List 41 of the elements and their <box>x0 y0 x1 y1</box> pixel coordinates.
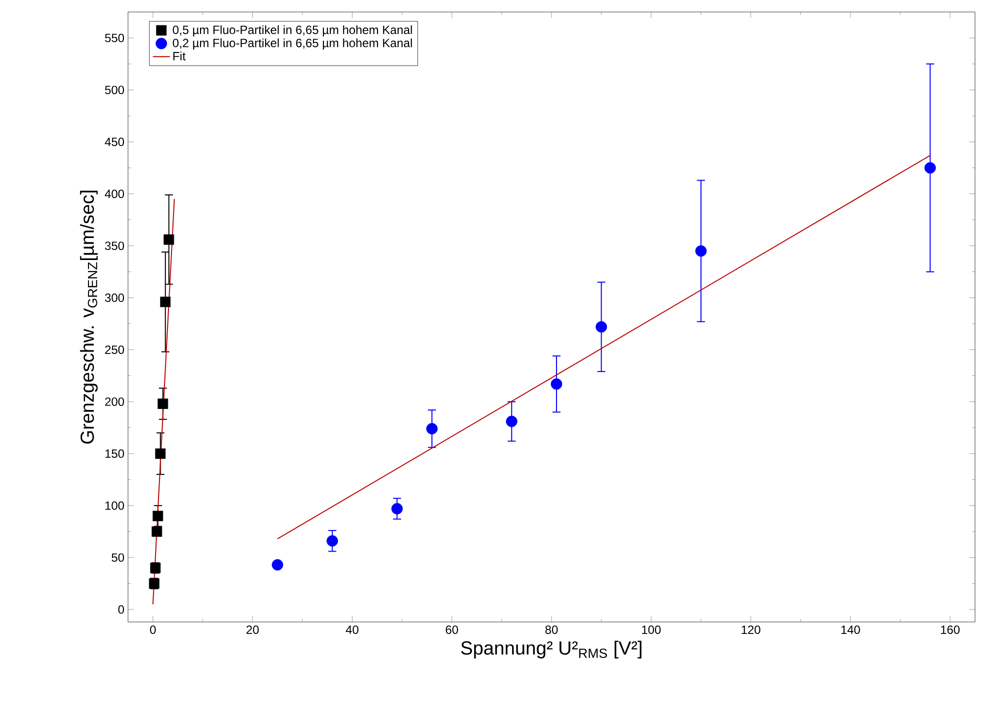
x-tick-label: 100 <box>642 626 661 634</box>
y-axis-title: Grenzgeschw. v$_{GRENZ}$[µm/sec] <box>80 190 98 444</box>
y-tick-label: 400 <box>104 190 124 198</box>
point <box>152 510 164 522</box>
x-tick-label: 20 <box>246 626 259 634</box>
point <box>506 416 518 428</box>
y-tick-label: 250 <box>105 345 124 354</box>
point <box>160 296 171 308</box>
x-tick-label: 0 <box>150 626 156 634</box>
x-tick-label: 40 <box>346 626 358 634</box>
point <box>426 422 438 434</box>
point <box>924 162 936 174</box>
point <box>272 559 284 571</box>
point <box>550 378 562 390</box>
y-tick-label: 200 <box>105 397 124 406</box>
point <box>391 503 403 514</box>
y-tick-label: 550 <box>105 34 124 42</box>
point <box>596 321 608 333</box>
y-tick-label: 150 <box>105 449 124 458</box>
point <box>155 448 166 459</box>
point <box>158 398 168 409</box>
legend-label: Fit <box>173 52 186 60</box>
point <box>326 535 338 547</box>
x-tick-label: 120 <box>742 626 760 634</box>
point <box>152 526 162 537</box>
legend-label: 0,5 µm Fluo-Partikel in 6,65 µm hohem Kanal <box>172 25 412 36</box>
y-tick-label: 350 <box>104 242 124 250</box>
x-tick-label: 80 <box>545 626 558 634</box>
legend-label: 0,2 µm Fluo-Partikel in 6,65 µm hohem Kanal <box>172 38 412 50</box>
point <box>164 234 174 245</box>
y-tick-label: 50 <box>112 553 124 562</box>
x-tick-label: 160 <box>941 626 960 634</box>
y-tick-label: 0 <box>118 605 124 614</box>
y-tick-label: 500 <box>105 86 124 94</box>
x-tick-label: 140 <box>841 626 860 634</box>
y-tick-label: 450 <box>104 138 124 146</box>
point <box>695 245 707 257</box>
x-tick-label: 60 <box>446 626 458 634</box>
y-tick-label: 100 <box>105 501 124 510</box>
x-axis-title: Spannung² U²$_{RMS}$ [V²] <box>461 640 642 658</box>
y-tick-label: 300 <box>104 294 124 302</box>
